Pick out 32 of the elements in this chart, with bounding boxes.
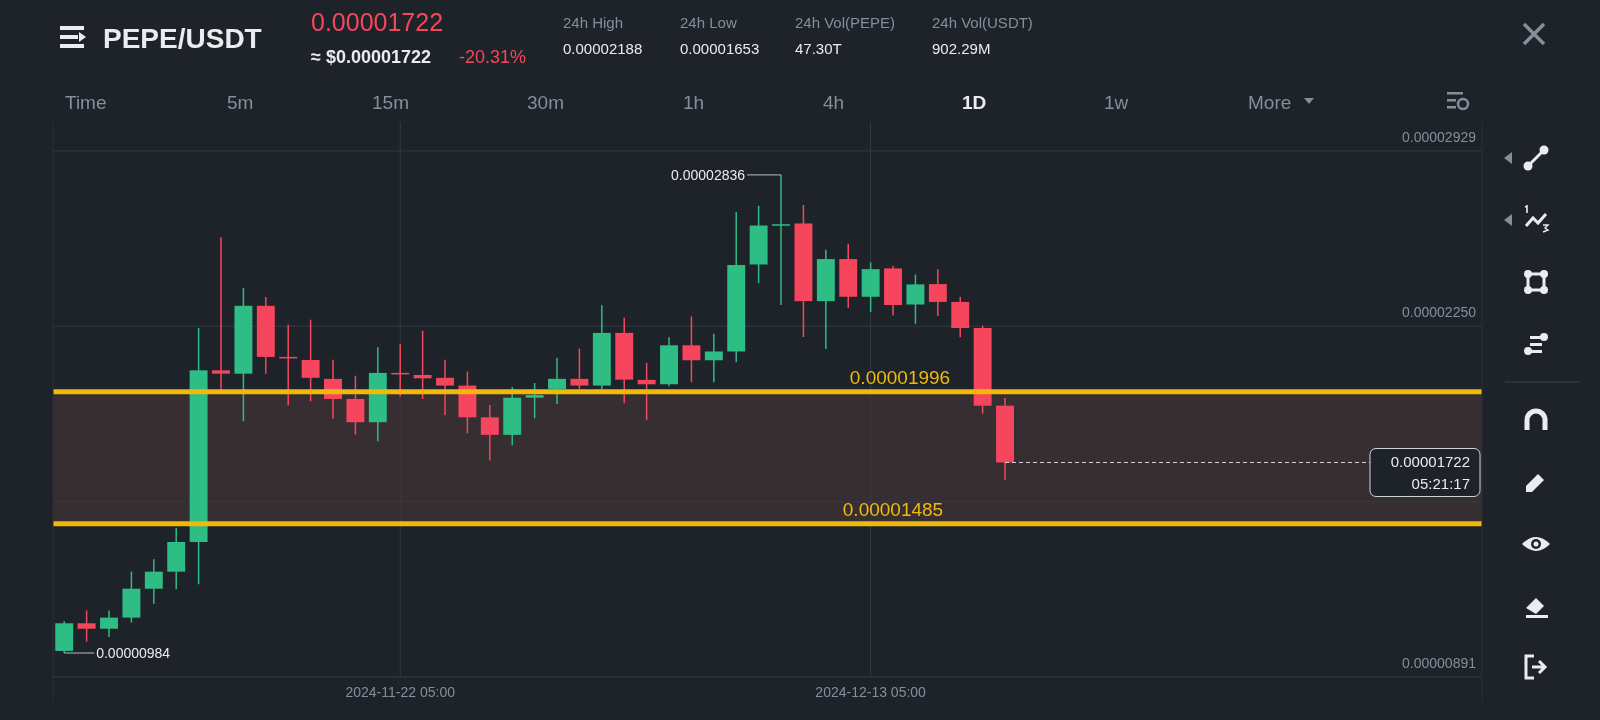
text: More xyxy=(1248,92,1292,113)
text: 5m xyxy=(227,92,254,113)
annotation: 0.00000984 xyxy=(96,644,171,661)
text: 24h Vol(USDT) xyxy=(932,14,1033,31)
y-tick-label: 0.00002929 xyxy=(1402,128,1477,145)
text: 15m xyxy=(372,92,409,113)
ref-line-label: 0.00001722 xyxy=(1390,453,1470,471)
text: 30m xyxy=(527,92,564,113)
text: 47.30T xyxy=(795,40,842,57)
x-tick-label: 2024-12-13 05:00 xyxy=(815,684,927,700)
text: 0.00001722 xyxy=(311,8,444,36)
ref-line-label: 0.00001996 xyxy=(849,366,951,388)
y-tick-label: 0.00000891 xyxy=(1402,655,1477,671)
text: 24h Low xyxy=(680,14,737,31)
y-tick-label: 0.00002250 xyxy=(1402,304,1477,321)
annotation: 05:21:17 xyxy=(1411,475,1470,493)
text: 4h xyxy=(823,92,845,113)
x-tick-label: 2024-11-22 05:00 xyxy=(345,684,456,700)
text: 1h xyxy=(683,92,705,113)
text: ≈ $0.00001722 xyxy=(311,47,431,67)
text: 902.29M xyxy=(932,40,991,57)
text: 0.00002188 xyxy=(563,40,643,57)
annotation: 0.00002836 xyxy=(671,166,746,183)
ref-line-label: 0.00001485 xyxy=(842,498,944,520)
text: 1w xyxy=(1104,92,1129,113)
chart-title: PEPE/USDT xyxy=(103,23,262,54)
text: 24h High xyxy=(563,14,624,31)
text: -20.31% xyxy=(459,47,527,67)
text: 24h Vol(PEPE) xyxy=(795,14,896,31)
text: 1D xyxy=(962,92,987,113)
text: 0.00001653 xyxy=(680,40,760,57)
text: Time xyxy=(65,92,107,113)
